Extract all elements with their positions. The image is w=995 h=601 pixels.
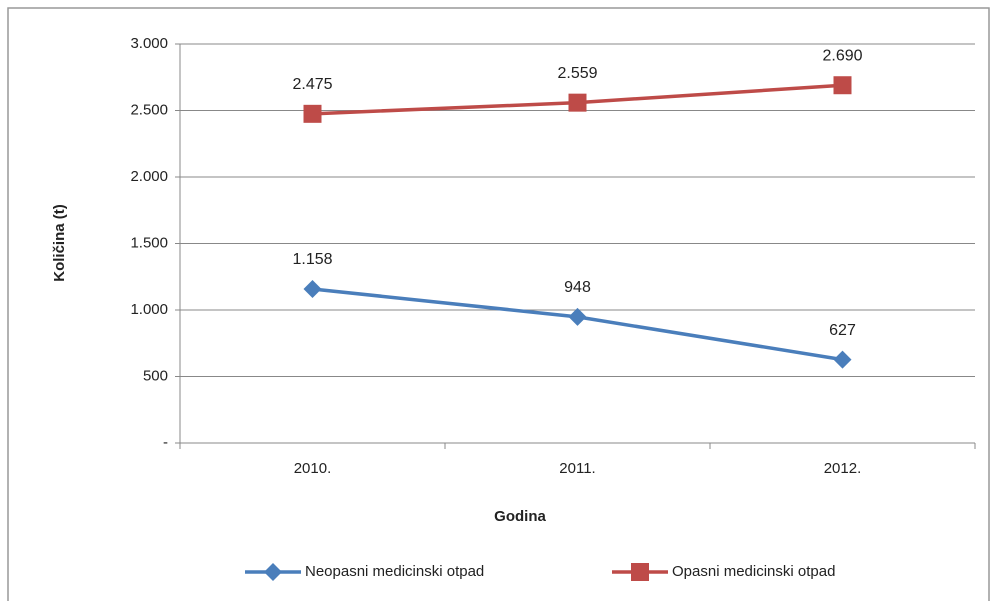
data-label: 948 bbox=[564, 279, 591, 296]
legend-label: Opasni medicinski otpad bbox=[672, 563, 835, 580]
y-tick-label: - bbox=[163, 434, 168, 451]
data-label: 2.559 bbox=[557, 65, 597, 82]
data-point bbox=[833, 350, 852, 369]
y-tick-label: 1.500 bbox=[130, 234, 168, 251]
data-label: 2.690 bbox=[822, 47, 862, 64]
data-point bbox=[303, 279, 322, 298]
y-axis-label: Količina (t) bbox=[51, 204, 68, 282]
data-point bbox=[303, 104, 322, 123]
x-axis-label: Godina bbox=[494, 508, 546, 525]
data-point bbox=[568, 307, 587, 326]
data-label: 627 bbox=[829, 322, 856, 339]
data-label: 2.475 bbox=[292, 76, 332, 93]
y-tick-label: 500 bbox=[143, 367, 168, 384]
data-point bbox=[568, 93, 587, 112]
y-tick-label: 1.000 bbox=[130, 301, 168, 318]
data-label: 1.158 bbox=[292, 251, 332, 268]
x-tick-label: 2012. bbox=[824, 460, 862, 477]
y-tick-label: 3.000 bbox=[130, 35, 168, 52]
x-tick-label: 2010. bbox=[294, 460, 332, 477]
data-point bbox=[833, 76, 852, 95]
legend-label: Neopasni medicinski otpad bbox=[305, 563, 484, 580]
y-tick-label: 2.000 bbox=[130, 168, 168, 185]
y-tick-label: 2.500 bbox=[130, 101, 168, 118]
legend-marker bbox=[631, 563, 649, 581]
legend-marker bbox=[264, 563, 282, 581]
x-tick-label: 2011. bbox=[559, 460, 595, 477]
